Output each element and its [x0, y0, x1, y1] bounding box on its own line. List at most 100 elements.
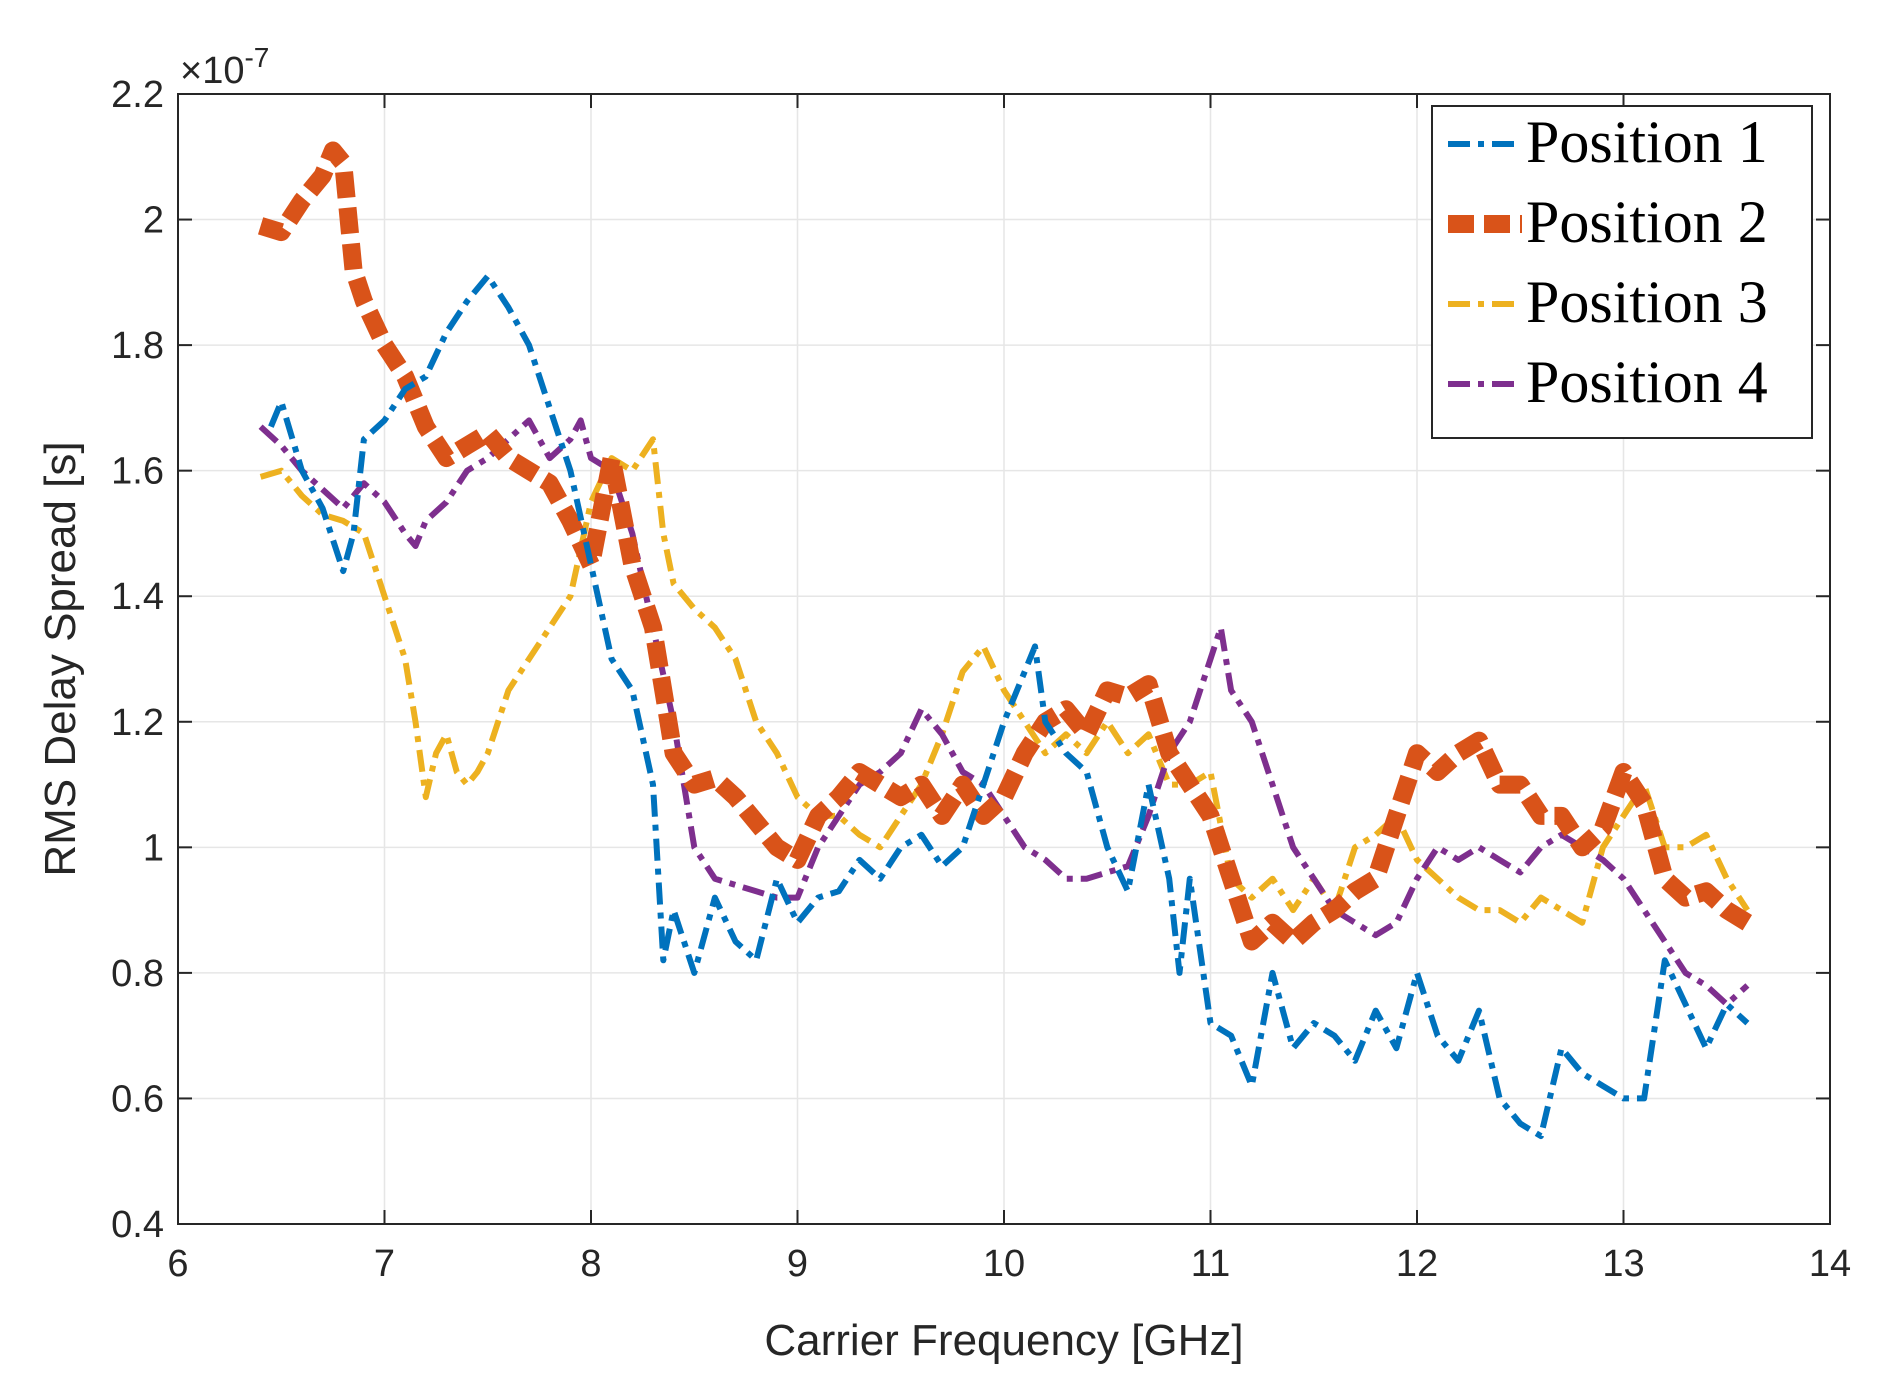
data-point: [1499, 910, 1500, 911]
data-point: [859, 784, 860, 785]
data-point: [942, 815, 943, 816]
data-point: [591, 502, 592, 503]
data-point: [1210, 1023, 1211, 1024]
data-point: [353, 533, 354, 534]
data-point: [673, 910, 674, 911]
data-point: [1272, 878, 1273, 879]
data-point: [529, 345, 530, 346]
data-point: [322, 508, 323, 509]
data-point: [1004, 690, 1005, 691]
data-point: [1623, 1098, 1624, 1099]
data-point: [456, 772, 457, 773]
data-point: [1189, 784, 1190, 785]
series-3: [259, 436, 1750, 926]
data-point: [260, 225, 261, 226]
data-point: [962, 671, 963, 672]
data-point: [962, 772, 963, 773]
data-point: [1396, 815, 1397, 816]
data-point: [1602, 1085, 1603, 1086]
data-point: [962, 784, 963, 785]
data-point: [332, 150, 333, 151]
x-tick-label: 9: [787, 1243, 808, 1285]
data-point: [1479, 847, 1480, 848]
data-point: [508, 690, 509, 691]
data-point: [363, 483, 364, 484]
data-point: [363, 301, 364, 302]
data-point: [1179, 972, 1180, 973]
data-point: [343, 163, 344, 164]
series-line: [257, 141, 1753, 951]
data-point: [1004, 815, 1005, 816]
data-point: [467, 784, 468, 785]
data-point: [797, 922, 798, 923]
data-point: [1540, 815, 1541, 816]
series-line: [259, 436, 1750, 926]
data-point: [549, 483, 550, 484]
data-point: [549, 407, 550, 408]
data-point: [1747, 1023, 1748, 1024]
data-point: [1664, 941, 1665, 942]
data-point: [776, 897, 777, 898]
data-point: [1499, 1098, 1500, 1099]
data-point: [1024, 721, 1025, 722]
data-point: [467, 301, 468, 302]
data-point: [1169, 784, 1170, 785]
data-point: [1561, 815, 1562, 816]
data-point: [1375, 935, 1376, 936]
data-point: [1458, 859, 1459, 860]
data-point: [1210, 659, 1211, 660]
data-point: [1127, 866, 1128, 867]
data-point: [1375, 1010, 1376, 1011]
data-point: [1375, 878, 1376, 879]
data-point: [591, 564, 592, 565]
data-point: [1706, 1048, 1707, 1049]
data-point: [446, 332, 447, 333]
data-point: [1045, 753, 1046, 754]
data-point: [1458, 897, 1459, 898]
data-point: [1148, 684, 1149, 685]
data-point: [1437, 878, 1438, 879]
data-point: [1169, 878, 1170, 879]
data-point: [446, 734, 447, 735]
data-point: [436, 753, 437, 754]
data-point: [384, 596, 385, 597]
data-point: [529, 470, 530, 471]
data-point: [1706, 891, 1707, 892]
data-point: [776, 878, 777, 879]
series-line: [268, 273, 1750, 1140]
data-point: [797, 897, 798, 898]
series-2: [257, 141, 1753, 951]
series-layer: [257, 141, 1753, 1140]
data-point: [477, 772, 478, 773]
data-point: [425, 376, 426, 377]
data-point: [1602, 847, 1603, 848]
data-point: [1035, 646, 1036, 647]
data-point: [301, 495, 302, 496]
data-point: [281, 401, 282, 402]
data-point: [818, 897, 819, 898]
data-point: [549, 458, 550, 459]
x-tick-label: 11: [1191, 1243, 1230, 1285]
data-point: [1086, 753, 1087, 754]
data-point: [1313, 1023, 1314, 1024]
data-point: [797, 797, 798, 798]
data-point: [1107, 872, 1108, 873]
data-point: [1148, 784, 1149, 785]
data-point: [1004, 721, 1005, 722]
y-ticks: 0.4 0.6 0.8 1 1.2 1.4 1.6 1.8 2 2.2: [111, 74, 1830, 1246]
y-tick-label: 1.2: [111, 702, 164, 744]
data-point: [1623, 772, 1624, 773]
data-point: [260, 476, 261, 477]
data-point: [1520, 1123, 1521, 1124]
data-point: [942, 734, 943, 735]
data-point: [1520, 922, 1521, 923]
data-point: [384, 420, 385, 421]
data-point: [921, 834, 922, 835]
data-point: [1004, 797, 1005, 798]
data-point: [880, 847, 881, 848]
data-point: [694, 784, 695, 785]
data-point: [663, 960, 664, 961]
data-point: [880, 784, 881, 785]
data-point: [611, 659, 612, 660]
data-point: [818, 847, 819, 848]
